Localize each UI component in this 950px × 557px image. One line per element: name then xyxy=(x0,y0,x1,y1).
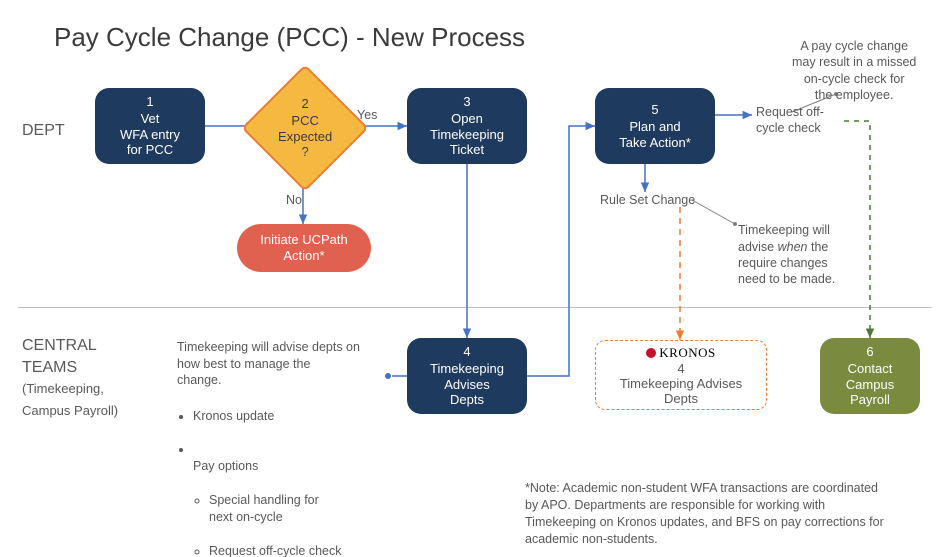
node-4-kronos: KRONOS 4 Timekeeping Advises Depts xyxy=(595,340,767,410)
advise-bullet-kronos: Kronos update xyxy=(193,408,397,425)
node-5-label: Plan and Take Action* xyxy=(619,119,691,150)
kronos-logo: KRONOS xyxy=(646,345,715,361)
kronos-brand-text: KRONOS xyxy=(659,345,715,361)
advise-sub-offcycle: Request off-cycle check xyxy=(209,543,397,557)
node-4-kronos-number: 4 xyxy=(677,361,684,376)
node-4-kronos-label: Timekeeping Advises Depts xyxy=(620,376,742,406)
advise-bullet-payoptions: Pay options Special handling for next on… xyxy=(193,441,397,557)
node-1-vet-wfa: 1 Vet WFA entry for PCC xyxy=(95,88,205,164)
node-initiate-ucpath: Initiate UCPath Action* xyxy=(237,224,371,272)
node-6-number: 6 xyxy=(866,344,873,359)
kronos-dot-icon xyxy=(646,348,656,358)
lane-central-label: CENTRAL TEAMS (Timekeeping, Campus Payro… xyxy=(22,335,118,421)
advise-block: Timekeeping will advise depts on how bes… xyxy=(177,323,397,557)
edge-label-no: No xyxy=(286,193,302,207)
footnote: *Note: Academic non-student WFA transact… xyxy=(525,480,885,548)
node-6-contact-payroll: 6 Contact Campus Payroll xyxy=(820,338,920,414)
node-5-plan-action: 5 Plan and Take Action* xyxy=(595,88,715,164)
lane-dept-label: DEPT xyxy=(22,120,65,142)
node-3-label: Open Timekeeping Ticket xyxy=(430,111,504,158)
node-4-number: 4 xyxy=(463,344,470,359)
node-4-tk-advises: 4 Timekeeping Advises Depts xyxy=(407,338,527,414)
label-ruleset-change: Rule Set Change xyxy=(600,192,695,208)
page-title: Pay Cycle Change (PCC) - New Process xyxy=(54,22,525,53)
node-2-number: 2 xyxy=(278,96,332,111)
label-request-offcycle: Request off- cycle check xyxy=(756,104,824,137)
edge-label-yes: Yes xyxy=(357,108,377,122)
callout-offcycle: A pay cycle change may result in a misse… xyxy=(792,38,916,103)
flowchart-canvas: Pay Cycle Change (PCC) - New Process DEP… xyxy=(0,0,950,557)
node-6-label: Contact Campus Payroll xyxy=(846,361,894,408)
node-2-label: PCC Expected ? xyxy=(278,113,332,160)
callout-ruleset: Timekeeping willadvise when therequire c… xyxy=(738,206,835,287)
swimlane-separator xyxy=(18,307,932,308)
advise-bullets: Kronos update Pay options Special handli… xyxy=(193,392,397,557)
node-5-number: 5 xyxy=(651,102,658,117)
node-3-number: 3 xyxy=(463,94,470,109)
node-1-label: Vet WFA entry for PCC xyxy=(120,111,180,158)
node-3-open-ticket: 3 Open Timekeeping Ticket xyxy=(407,88,527,164)
node-1-number: 1 xyxy=(146,94,153,109)
node-initiate-ucpath-label: Initiate UCPath Action* xyxy=(260,232,347,263)
lane-central-sub: (Timekeeping, Campus Payroll) xyxy=(22,381,118,418)
advise-sub-special: Special handling for next on-cycle xyxy=(209,492,397,526)
node-4-label: Timekeeping Advises Depts xyxy=(430,361,504,408)
lane-central-main: CENTRAL TEAMS xyxy=(22,337,97,376)
advise-intro: Timekeeping will advise depts on how bes… xyxy=(177,340,360,387)
advise-bullet-payoptions-label: Pay options xyxy=(193,459,258,473)
node-2-pcc-expected: 2 PCC Expected ? xyxy=(241,64,368,191)
